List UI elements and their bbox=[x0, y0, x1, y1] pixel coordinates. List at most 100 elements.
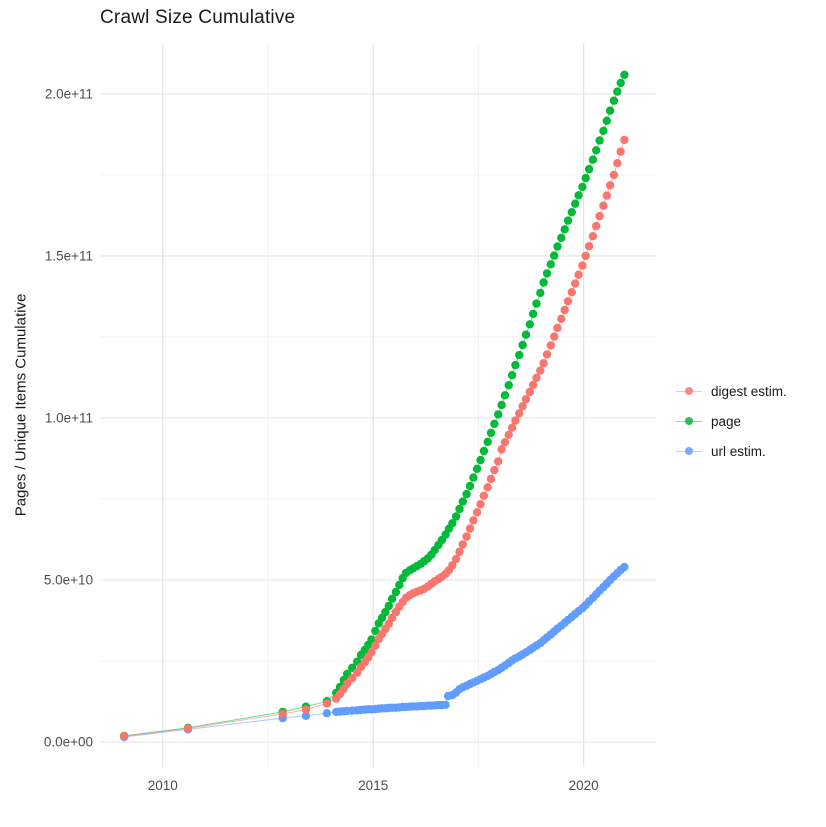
series-point-digest-estim bbox=[462, 532, 471, 541]
legend-label: url estim. bbox=[711, 443, 766, 459]
series-point-page bbox=[605, 106, 615, 115]
series-point-digest-estim bbox=[515, 409, 524, 418]
series-point-digest-estim bbox=[536, 366, 545, 375]
series-point-digest-estim bbox=[546, 341, 555, 350]
series-point-digest-estim bbox=[458, 540, 467, 549]
series-point-digest-estim bbox=[451, 554, 461, 564]
legend-item-url-estim: url estim. bbox=[676, 436, 826, 466]
series-point-page bbox=[578, 182, 587, 192]
series-point-digest-estim bbox=[620, 135, 629, 145]
series-point-page bbox=[584, 164, 594, 174]
series-point-page bbox=[515, 350, 524, 360]
series-point-digest-estim bbox=[301, 705, 311, 714]
legend-key-page bbox=[676, 416, 702, 426]
y-tick-label: 0.0e+00 bbox=[44, 735, 93, 750]
series-point-page bbox=[381, 607, 390, 617]
series-point-digest-estim bbox=[532, 373, 541, 382]
series-point-page bbox=[595, 136, 604, 145]
series-point-digest-estim bbox=[486, 474, 496, 484]
series-point-digest-estim bbox=[542, 350, 552, 359]
series-point-digest-estim bbox=[278, 709, 287, 719]
series-point-page bbox=[455, 504, 464, 514]
series-point-page bbox=[567, 208, 576, 217]
series-point-page bbox=[479, 446, 489, 456]
series-point-digest-estim bbox=[584, 242, 594, 251]
series-point-digest-estim bbox=[465, 524, 475, 533]
series-point-digest-estim bbox=[371, 641, 380, 650]
series-point-page bbox=[507, 371, 517, 380]
series-point-page bbox=[448, 519, 457, 528]
series-point-page bbox=[462, 489, 471, 499]
series-point-digest-estim bbox=[448, 561, 457, 570]
series-point-digest-estim bbox=[119, 731, 129, 741]
series-point-url-estim bbox=[301, 711, 311, 720]
y-axis-title: Pages / Unique Items Cumulative bbox=[12, 293, 30, 517]
series-point-page bbox=[469, 473, 478, 482]
legend-key-digest-estim bbox=[676, 386, 702, 396]
series-point-page bbox=[539, 278, 548, 287]
series-point-digest-estim bbox=[539, 359, 548, 368]
series-point-page bbox=[497, 400, 506, 410]
series-point-page bbox=[451, 512, 461, 521]
series-point-page bbox=[581, 173, 590, 183]
series-point-page bbox=[521, 330, 531, 339]
series-point-page bbox=[546, 260, 555, 269]
series-point-page bbox=[500, 391, 510, 400]
series-point-page bbox=[528, 309, 538, 319]
series-point-digest-estim bbox=[342, 679, 352, 688]
series-point-digest-estim bbox=[588, 232, 598, 241]
series-point-page bbox=[486, 428, 496, 438]
series-point-page bbox=[550, 251, 559, 260]
legend-key-dot bbox=[685, 417, 693, 425]
series-point-digest-estim bbox=[578, 261, 587, 270]
series-point-url-estim bbox=[441, 700, 450, 709]
series-point-page bbox=[371, 626, 380, 636]
series-point-digest-estim bbox=[557, 314, 566, 323]
series-point-digest-estim bbox=[455, 547, 464, 556]
y-tick-label: 1.5e+11 bbox=[45, 248, 93, 263]
series-point-digest-estim bbox=[483, 483, 492, 492]
series-point-digest-estim bbox=[521, 395, 531, 404]
series-point-digest-estim bbox=[553, 323, 562, 333]
series-point-page bbox=[602, 116, 611, 126]
series-point-digest-estim bbox=[602, 191, 611, 200]
x-tick-label: 2010 bbox=[148, 778, 178, 793]
series-point-digest-estim bbox=[571, 279, 580, 288]
series-point-digest-estim bbox=[609, 170, 619, 180]
series-point-page bbox=[490, 419, 499, 428]
series-point-page bbox=[553, 242, 562, 251]
y-tick-label: 5.0e+10 bbox=[44, 573, 93, 588]
series-point-page bbox=[542, 269, 552, 278]
series-point-digest-estim bbox=[599, 201, 608, 210]
series-point-digest-estim bbox=[472, 508, 482, 517]
series-point-page bbox=[494, 410, 503, 419]
legend-key-dot bbox=[685, 387, 693, 395]
series-point-digest-estim bbox=[490, 465, 499, 475]
series-point-page bbox=[518, 340, 527, 350]
series-point-digest-estim bbox=[605, 181, 615, 190]
series-point-digest-estim bbox=[183, 724, 193, 733]
series-point-page bbox=[532, 299, 541, 308]
series-point-page bbox=[599, 126, 608, 135]
series-point-digest-estim bbox=[574, 270, 583, 279]
legend-label: digest estim. bbox=[711, 383, 787, 399]
series-point-page bbox=[557, 233, 566, 242]
series-point-page bbox=[574, 191, 583, 200]
series-point-digest-estim bbox=[348, 674, 357, 683]
series-point-digest-estim bbox=[494, 457, 503, 466]
series-point-digest-estim bbox=[469, 516, 478, 525]
y-tick-label: 2.0e+11 bbox=[45, 86, 93, 101]
series-point-page bbox=[609, 96, 619, 105]
series-point-digest-estim bbox=[507, 423, 517, 432]
series-point-digest-estim bbox=[497, 445, 506, 454]
series-point-page bbox=[592, 146, 601, 155]
x-tick-label: 2020 bbox=[569, 778, 599, 793]
series-point-digest-estim bbox=[518, 402, 527, 411]
series-point-page bbox=[504, 381, 513, 390]
series-point-page bbox=[571, 199, 580, 208]
y-tick-label: 1.0e+11 bbox=[45, 410, 93, 425]
series-point-digest-estim bbox=[479, 491, 489, 500]
series-point-digest-estim bbox=[592, 221, 601, 231]
